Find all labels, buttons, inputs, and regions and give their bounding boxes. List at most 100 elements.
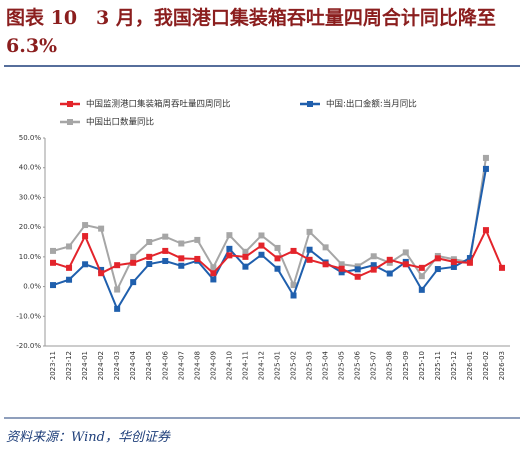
x-tick-label: 2025-06 (354, 350, 362, 380)
series-line (52, 157, 487, 293)
point (354, 273, 361, 280)
x-tick-label: 2025-09 (402, 351, 410, 380)
x-tick-label: 2025-11 (434, 351, 442, 380)
point (82, 222, 89, 229)
point (130, 259, 137, 266)
point (258, 242, 265, 249)
point (402, 261, 409, 268)
point (114, 262, 121, 269)
point (178, 255, 185, 262)
x-tick-label: 2025-03 (306, 351, 314, 380)
point (322, 244, 329, 251)
x-tick-label: 2024-11 (241, 351, 249, 380)
point (130, 253, 137, 260)
x-tick-label: 2024-06 (161, 350, 169, 380)
point (178, 262, 185, 269)
point (306, 246, 313, 253)
x-tick-label: 2025-10 (418, 351, 426, 380)
y-tick-label: 30.0% (19, 193, 42, 201)
source-note: 资料来源：Wind，华创证券 (6, 430, 170, 445)
x-tick-label: 2024-05 (145, 351, 153, 380)
point (178, 240, 185, 247)
point (226, 252, 233, 259)
y-tick-label: -10.0% (16, 312, 41, 320)
x-tick-label: 2024-04 (129, 350, 137, 380)
y-tick-label: 0.0% (23, 283, 41, 291)
point (226, 245, 233, 252)
point (258, 232, 265, 239)
point (146, 253, 153, 260)
point (434, 255, 441, 262)
x-tick-label: 2024-02 (97, 351, 105, 380)
point (274, 255, 281, 262)
point (306, 256, 313, 263)
x-tick-label: 2025-12 (450, 351, 458, 380)
y-tick-label: 20.0% (19, 223, 42, 231)
legend-label: 中国:出口金额:当月同比 (326, 99, 417, 110)
legend-label: 中国监测港口集装箱周吞吐量四周同比 (86, 99, 231, 110)
point (322, 261, 329, 268)
point (50, 282, 57, 289)
point (146, 239, 153, 245)
point (290, 247, 297, 254)
point (386, 256, 393, 263)
x-tick-label: 2024-10 (225, 351, 233, 380)
point (66, 276, 73, 283)
point (242, 263, 249, 270)
point (146, 260, 153, 267)
x-tick-label: 2025-08 (386, 351, 394, 380)
point (130, 279, 137, 286)
point (162, 247, 169, 254)
y-tick-label: -20.0% (16, 342, 41, 350)
point (402, 249, 409, 256)
x-tick-label: 2026-01 (466, 351, 474, 380)
point (82, 233, 89, 240)
point (482, 227, 489, 234)
point (466, 255, 473, 262)
point (162, 233, 169, 240)
point (434, 266, 441, 273)
point (114, 286, 121, 293)
x-tick-label: 2024-03 (113, 351, 121, 380)
point (194, 255, 201, 262)
point (210, 270, 217, 277)
x-tick-label: 2024-08 (193, 351, 201, 380)
legend-marker (67, 101, 73, 107)
x-tick-label: 2023-11 (49, 351, 57, 380)
point (338, 269, 345, 276)
point (482, 165, 489, 172)
point (370, 266, 377, 273)
legend-label: 中国出口数量同比 (86, 117, 154, 128)
x-tick-label: 2025-07 (370, 351, 378, 380)
point (274, 244, 281, 251)
point (50, 247, 57, 254)
point (482, 154, 489, 161)
point (450, 258, 457, 265)
point (466, 259, 473, 266)
legend-marker (307, 101, 313, 107)
point (82, 261, 89, 268)
point (194, 236, 201, 243)
x-tick-label: 2025-05 (338, 351, 346, 380)
point (418, 264, 425, 271)
x-tick-label: 2023-12 (65, 351, 73, 380)
point (98, 270, 105, 277)
x-tick-label: 2024-09 (209, 351, 217, 380)
point (226, 232, 233, 239)
point (498, 264, 505, 271)
point (290, 292, 297, 299)
point (370, 253, 377, 260)
chart-title: 图表 10 3 月，我国港口集装箱吞吐量四周合计同比降至 6.3% (6, 7, 496, 57)
point (386, 270, 393, 277)
y-tick-label: 50.0% (19, 134, 42, 142)
point (50, 259, 57, 266)
point (162, 258, 169, 265)
x-tick-label: 2025-02 (290, 351, 298, 380)
x-tick-label: 2026-02 (482, 351, 490, 380)
point (114, 305, 121, 312)
point (306, 228, 313, 235)
point (98, 225, 105, 232)
point (66, 264, 73, 271)
x-tick-label: 2026-03 (498, 351, 506, 380)
